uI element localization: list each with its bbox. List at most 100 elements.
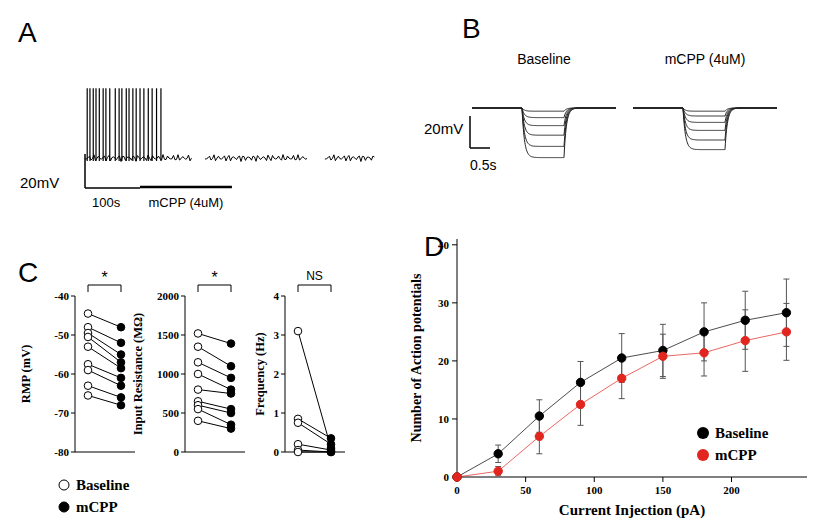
scale-label: 100s: [92, 195, 121, 210]
point: [453, 473, 461, 481]
tick-label: 3: [274, 329, 280, 341]
point: [494, 467, 502, 475]
legend-label: mCPP: [76, 499, 118, 515]
point: [84, 343, 92, 351]
pair-line: [298, 450, 331, 452]
point: [194, 386, 202, 394]
point: [84, 310, 92, 318]
point: [84, 333, 92, 341]
spike: [160, 88, 161, 161]
legend-label: Baseline: [715, 425, 769, 441]
tick-label: 10: [438, 413, 450, 425]
point: [294, 419, 302, 427]
axis-label: Current Injection (pA): [559, 502, 705, 519]
legend-label: Baseline: [76, 477, 130, 493]
trace-label: mCPP (4uM): [665, 51, 746, 67]
point: [194, 405, 202, 413]
step-trace: [472, 108, 616, 126]
scale-bar-x: [85, 187, 140, 189]
spike: [99, 88, 100, 161]
scale-label: 20mV: [424, 120, 463, 137]
point: [494, 450, 502, 458]
point: [194, 330, 202, 338]
spike: [115, 88, 116, 161]
spike: [156, 88, 157, 161]
step-trace: [633, 108, 777, 122]
point: [700, 328, 708, 336]
x-axis: [185, 452, 245, 453]
panel-label: B: [462, 13, 481, 44]
tick-label: 2: [274, 368, 280, 380]
bracket: [198, 285, 231, 292]
pair-line: [88, 333, 121, 354]
tick: [281, 374, 285, 375]
point: [194, 417, 202, 425]
spike: [121, 88, 122, 161]
point: [117, 401, 125, 409]
pair-line: [198, 401, 231, 409]
trace-label: Baseline: [517, 51, 571, 67]
tick: [181, 374, 185, 375]
pair-line: [298, 444, 331, 450]
point: [194, 343, 202, 351]
spike: [143, 88, 144, 161]
spike: [109, 88, 110, 161]
point: [117, 374, 125, 382]
pair-line: [198, 333, 231, 343]
point: [618, 354, 626, 362]
axis-label: RMP (mV): [19, 345, 33, 404]
point: [227, 409, 235, 417]
tick-label: 500: [163, 407, 180, 419]
axis-label: Frequency (Hz): [253, 332, 267, 415]
tick: [71, 296, 75, 297]
point: [576, 400, 584, 408]
tick-label: -70: [54, 407, 69, 419]
legend-marker: [697, 449, 709, 461]
tick: [71, 413, 75, 414]
scale-bar-y: [469, 116, 471, 148]
legend-marker: [59, 480, 69, 490]
pair-line: [88, 364, 121, 378]
pair-line: [198, 347, 231, 367]
significance: NS: [306, 269, 323, 283]
point: [227, 340, 235, 348]
axis-label: Input Resistance (MΩ): [131, 313, 145, 436]
figure: ABCDmCPP (4uM)20mV100sBaselinemCPP (4uM)…: [0, 0, 822, 528]
point: [84, 366, 92, 374]
spike: [152, 88, 153, 161]
step-trace: [472, 108, 616, 146]
spike: [136, 88, 137, 161]
pair-line: [198, 362, 231, 378]
spike: [139, 88, 140, 161]
bracket: [298, 285, 331, 292]
panel-d: 010203040050100150200Current Injection (…: [409, 239, 807, 519]
tick-label: -60: [54, 368, 69, 380]
scale-label: 0.5s: [470, 157, 496, 173]
pair-line: [88, 370, 121, 386]
tick-label: 1: [274, 407, 280, 419]
point: [294, 448, 302, 456]
point: [117, 394, 125, 402]
tick: [452, 360, 457, 361]
pair-line: [298, 331, 331, 448]
tick-label: 0: [444, 471, 450, 483]
spike: [105, 88, 106, 161]
bracket: [88, 285, 121, 292]
trace-segment: [325, 155, 375, 162]
tick: [181, 296, 185, 297]
point: [117, 323, 125, 331]
point: [535, 412, 543, 420]
significance: *: [211, 269, 217, 286]
tick-label: -40: [54, 290, 69, 302]
tick: [452, 302, 457, 303]
tick: [452, 244, 457, 245]
trace-segment: [205, 155, 307, 162]
spike: [126, 88, 127, 161]
point: [117, 351, 125, 359]
pair-line: [198, 421, 231, 429]
tick: [181, 413, 185, 414]
step-trace: [633, 108, 777, 140]
tick: [452, 418, 457, 419]
point: [227, 362, 235, 370]
scale-bar-x: [470, 147, 490, 149]
